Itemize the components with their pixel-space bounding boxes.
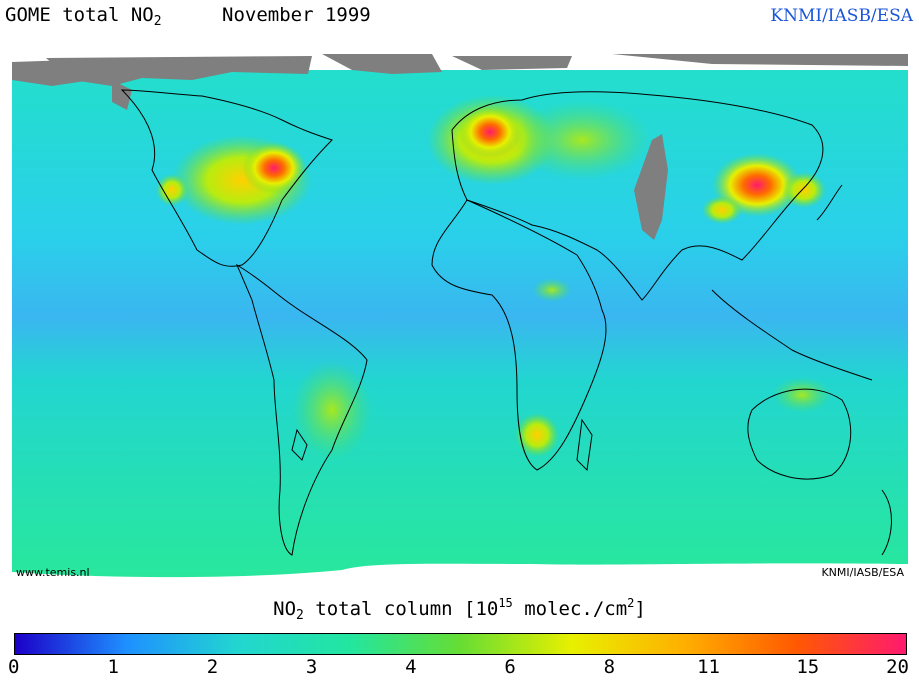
pollution-hotspots xyxy=(156,95,832,460)
colorbar xyxy=(14,633,907,655)
title-subscript: 2 xyxy=(153,14,162,29)
colorbar-tick-label: 3 xyxy=(305,656,318,678)
colorbar-tick-label: 11 xyxy=(697,656,720,678)
colorbar-title-prefix: NO xyxy=(273,598,297,620)
colorbar-title-mid: total column [10 xyxy=(303,598,499,620)
colorbar-title: NO2 total column [1015 molec./cm2] xyxy=(0,596,919,623)
credit-label: KNMI/IASB/ESA xyxy=(770,6,913,26)
missing-data-areas xyxy=(12,54,908,240)
colorbar-tick-label: 0 xyxy=(8,656,20,678)
colorbar-tick-label: 15 xyxy=(796,656,820,678)
map-corner-right: KNMI/IASB/ESA xyxy=(821,566,904,579)
colorbar-title-sup2: 2 xyxy=(627,596,635,610)
title-instrument: GOME total NO xyxy=(5,4,154,26)
no-data-south xyxy=(12,563,908,584)
colorbar-title-sub: 2 xyxy=(296,608,304,623)
map-corner-left: www.temis.nl xyxy=(16,566,90,579)
colorbar-title-end: ] xyxy=(634,598,646,620)
colorbar-tick-label: 4 xyxy=(405,656,417,678)
colorbar-title-sup: 15 xyxy=(498,596,513,610)
world-map: www.temis.nl KNMI/IASB/ESA xyxy=(12,50,908,584)
map-title: GOME total NO2 xyxy=(5,4,162,29)
colorbar-tick-label: 6 xyxy=(504,656,516,678)
colorbar-tick-label: 1 xyxy=(107,656,119,678)
map-period: November 1999 xyxy=(222,4,371,26)
colorbar-tick-label: 8 xyxy=(603,656,616,678)
colorbar-tick-label: 2 xyxy=(206,656,219,678)
colorbar-title-mid2: molec./cm xyxy=(512,598,628,620)
coastlines xyxy=(120,89,892,556)
colorbar-tick-label: 20 xyxy=(886,656,909,678)
